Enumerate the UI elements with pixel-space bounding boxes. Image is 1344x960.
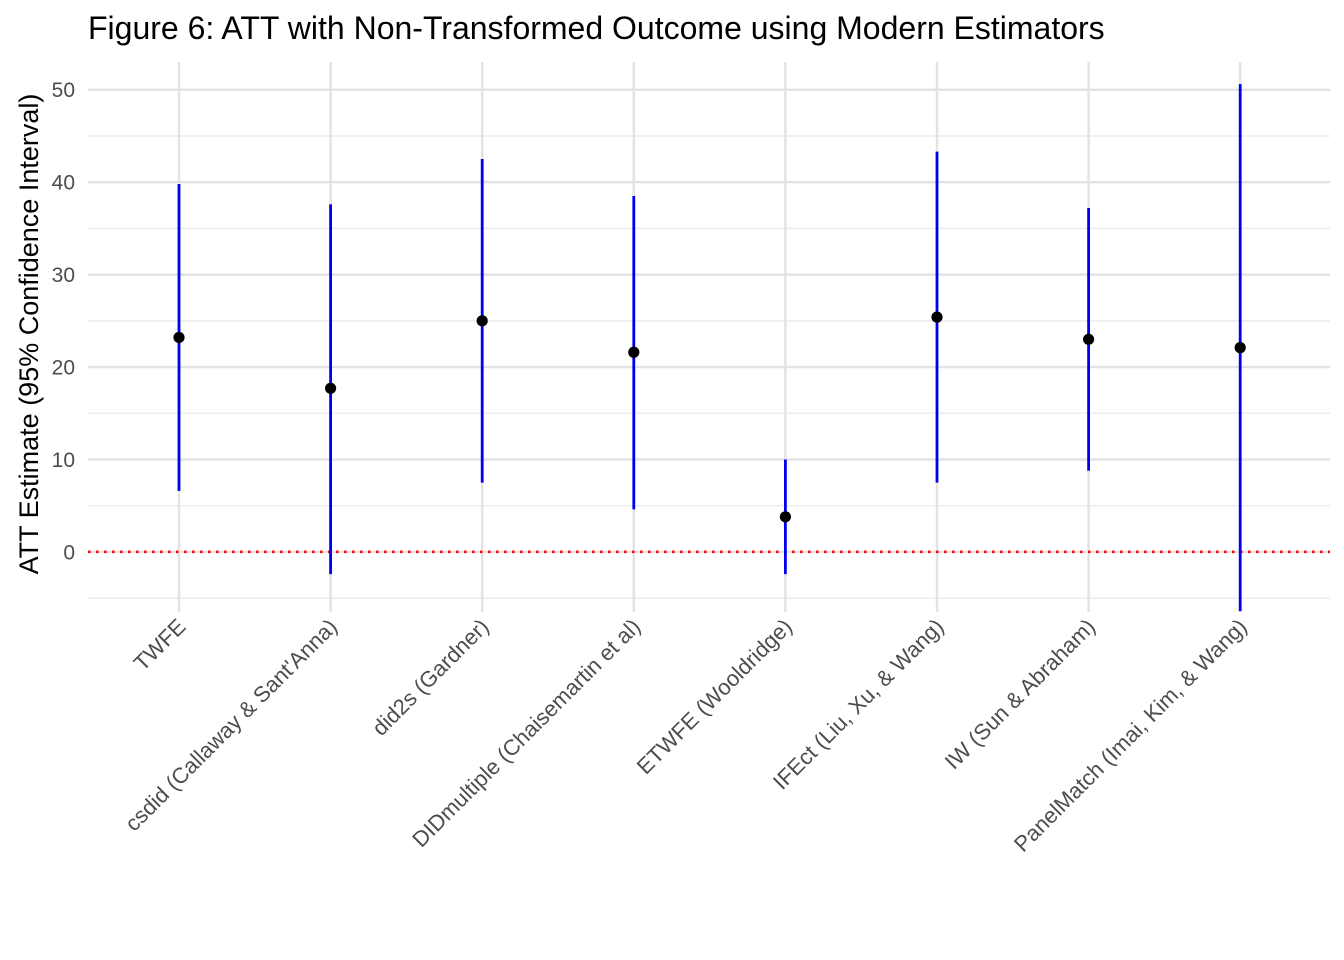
point-estimate xyxy=(1234,342,1246,354)
x-tick-label: TWFE xyxy=(129,614,191,676)
y-tick-label: 20 xyxy=(52,357,75,380)
point-estimate xyxy=(931,311,943,323)
x-tick-label: did2s (Gardner) xyxy=(367,614,494,741)
y-tick-label: 30 xyxy=(52,264,75,287)
point-estimate xyxy=(779,511,792,523)
y-tick-label: 40 xyxy=(52,172,75,195)
y-tick-label: 0 xyxy=(63,541,75,564)
confidence-intervals xyxy=(177,84,1242,612)
x-tick-label: IW (Sun & Abraham) xyxy=(940,614,1100,774)
point-estimate xyxy=(476,315,488,327)
y-tick-label: 50 xyxy=(52,79,75,102)
x-tick-label: ETWFE (Wooldridge) xyxy=(632,614,797,779)
estimate-points xyxy=(173,311,1246,523)
y-axis-label: ATT Estimate (95% Confidence Interval) xyxy=(14,94,44,575)
point-estimate xyxy=(325,382,337,394)
y-axis-ticks: 0 10 20 30 40 50 xyxy=(52,79,75,564)
point-estimate xyxy=(628,346,640,358)
grid xyxy=(88,62,1330,612)
x-tick-label: IFEct (Liu, Xu, & Wang) xyxy=(768,614,949,795)
y-tick-label: 10 xyxy=(52,449,75,472)
point-estimate xyxy=(173,331,185,344)
point-estimate xyxy=(1083,333,1095,345)
chart-title: Figure 6: ATT with Non-Transformed Outco… xyxy=(88,10,1105,46)
